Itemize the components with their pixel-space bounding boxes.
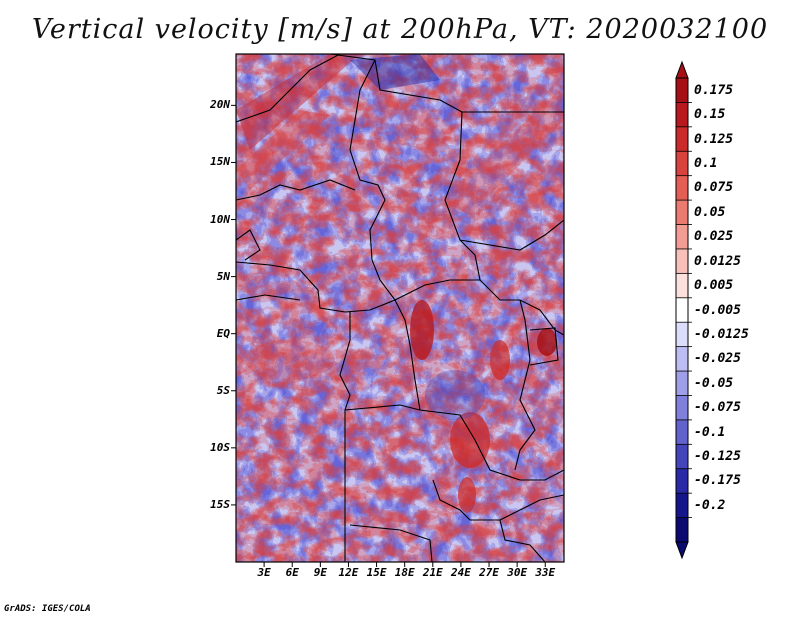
colorbar-swatch [676, 322, 688, 348]
colorbar-label: -0.005 [694, 302, 741, 318]
lat-tick-label: 10N [210, 212, 230, 226]
colorbar-swatch [676, 493, 688, 519]
colorbar-label: 0.025 [694, 229, 734, 245]
colorbar-max-arrow [675, 60, 689, 79]
colorbar-swatch [676, 371, 688, 396]
colorbar-label: 0.0125 [694, 253, 741, 269]
colorbar-swatch [676, 248, 688, 274]
colorbar-swatch [676, 126, 688, 152]
colorbar-label: -0.175 [694, 473, 741, 489]
lat-tick-label: EQ [216, 326, 230, 340]
colorbar-swatch [676, 273, 688, 299]
axis-ticks [231, 104, 546, 567]
lon-tick-label: 18E [394, 566, 415, 579]
lat-tick-label: 10S [210, 440, 230, 454]
colorbar-swatch [676, 200, 688, 226]
lon-tick-label: 21E [422, 566, 443, 579]
lon-tick-label: 3E [257, 566, 271, 579]
colorbar-frame [675, 77, 689, 543]
colorbar-label: -0.075 [694, 400, 741, 416]
lon-tick-label: 15E [366, 566, 387, 579]
lon-tick-label: 6E [285, 566, 299, 579]
colorbar [675, 60, 692, 560]
colorbar-swatch [676, 297, 688, 323]
colorbar-label: 0.175 [694, 82, 734, 98]
colorbar-label: -0.1 [694, 424, 726, 440]
colorbar-swatch [676, 419, 688, 445]
plot-frame [235, 53, 565, 563]
colorbar-swatch [676, 395, 688, 421]
colorbar-swatch [676, 346, 688, 372]
lon-tick-label: 33E [535, 566, 556, 579]
colorbar-label: -0.05 [694, 375, 734, 391]
lon-tick-label: 9E [313, 566, 327, 579]
colorbar-label: 0.005 [694, 278, 734, 294]
colorbar-label: 0.15 [694, 107, 726, 123]
lat-tick-label: 5S [216, 383, 230, 397]
lon-tick-label: 27E [479, 566, 499, 579]
colorbar-label: 0.1 [694, 155, 718, 171]
colorbar-swatch [676, 517, 688, 543]
lat-tick-label: 15S [210, 497, 230, 511]
lon-tick-label: 24E [450, 566, 471, 579]
grads-credit: GrADS: IGES/COLA [4, 604, 91, 614]
colorbar-swatch [676, 175, 688, 201]
colorbar-swatch [676, 224, 688, 250]
colorbar-label: -0.2 [694, 497, 726, 513]
colorbar-swatch [676, 151, 688, 177]
colorbar-label: 0.075 [694, 180, 734, 196]
colorbar-swatch [676, 78, 688, 103]
colorbar-label: -0.0125 [694, 326, 749, 342]
colorbar-label: -0.025 [694, 351, 741, 367]
lat-tick-label: 15N [210, 155, 230, 169]
colorbar-label: 0.125 [694, 131, 734, 147]
velocity-field [236, 54, 564, 562]
lat-tick-label: 5N [216, 269, 230, 283]
colorbar-label: -0.125 [694, 449, 741, 465]
map-title: Vertical velocity [m/s] at 200hPa, VT: 2… [31, 14, 769, 45]
lon-tick-label: 30E [507, 566, 528, 579]
lon-tick-label: 12E [338, 566, 359, 579]
lat-tick-label: 20N [210, 98, 230, 112]
colorbar-swatch [676, 468, 688, 494]
colorbar-min-arrow [675, 541, 689, 560]
colorbar-swatch [676, 102, 688, 128]
colorbar-swatch [676, 444, 688, 470]
colorbar-label: 0.05 [694, 204, 726, 220]
country-borders [236, 54, 564, 562]
